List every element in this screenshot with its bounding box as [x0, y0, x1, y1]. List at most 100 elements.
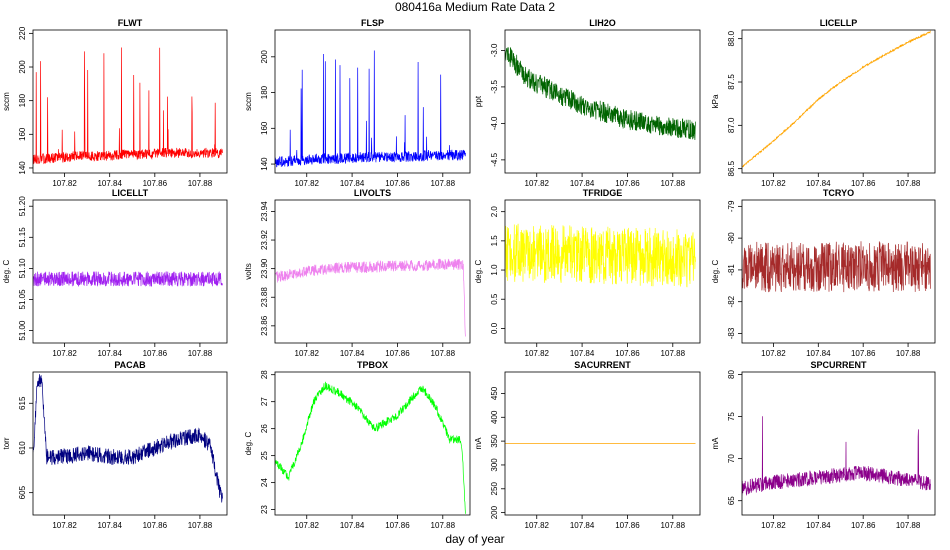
panel-title-spcurrent: SPCURRENT: [810, 360, 867, 370]
x-tick-label-spcurrent-3: 107.88: [896, 521, 921, 530]
series-line-flwt: [33, 47, 223, 165]
y-tick-label-flsp-3: 200: [260, 50, 269, 64]
x-tick-label-flsp-3: 107.88: [431, 179, 456, 188]
x-tick-label-tpbox-2: 107.86: [385, 521, 410, 530]
x-tick-label-pacab-0: 107.82: [52, 521, 77, 530]
x-tick-label-flsp-0: 107.82: [295, 179, 320, 188]
panel-pacab: PACAB torr 107.82 107.84 107.86 107.88 605 610 6…: [2, 360, 228, 530]
x-tick-label-tcryo-0: 107.82: [761, 349, 786, 358]
y-tick-label-spcurrent-1: 70: [727, 454, 736, 463]
x-tick-label-sacurrent-1: 107.84: [570, 521, 595, 530]
y-tick-label-pacab-1: 610: [18, 441, 27, 455]
x-tick-label-lih2o-3: 107.88: [661, 179, 686, 188]
panel-title-tpbox: TPBOX: [357, 360, 388, 370]
x-tick-label-lih2o-1: 107.84: [570, 179, 595, 188]
y-tick-label-spcurrent-3: 80: [727, 370, 736, 379]
x-tick-label-licellp-1: 107.84: [806, 179, 831, 188]
panel-tfridge: TFRIDGE deg. C 107.82 107.84 107.86 107.88 0.0…: [474, 188, 701, 358]
x-tick-label-sacurrent-0: 107.82: [525, 521, 550, 530]
x-tick-label-licellp-3: 107.88: [896, 179, 921, 188]
y-axis-label-flsp: sccm: [244, 92, 253, 111]
series-line-livolts: [275, 258, 466, 337]
x-tick-label-lih2o-2: 107.86: [615, 179, 640, 188]
y-tick-label-lih2o-1: -3.5: [490, 79, 499, 93]
y-axis-label-sacurrent: mA: [474, 437, 483, 450]
series-line-lih2o: [505, 46, 696, 141]
plot-frame-licellt: [32, 199, 228, 344]
x-tick-label-flsp-2: 107.86: [385, 179, 410, 188]
y-tick-label-tcryo-3: -82: [727, 295, 736, 307]
x-tick-label-spcurrent-0: 107.82: [761, 521, 786, 530]
y-tick-label-sacurrent-2: 300: [490, 458, 499, 472]
x-tick-label-tfridge-0: 107.82: [525, 349, 550, 358]
y-tick-label-flsp-2: 180: [260, 85, 269, 99]
y-tick-label-licellp-0: 86.5: [727, 160, 736, 176]
y-axis-label-lih2o: ppt: [474, 95, 483, 107]
plot-frame-spcurrent: [741, 371, 936, 516]
y-tick-label-licellp-2: 87.5: [727, 74, 736, 90]
y-tick-label-licellp-3: 88.0: [727, 30, 736, 46]
y-tick-label-tcryo-2: -81: [727, 264, 736, 276]
y-tick-label-spcurrent-2: 75: [727, 412, 736, 421]
y-tick-label-tfridge-3: 1.5: [490, 235, 499, 247]
y-tick-label-flwt-1: 160: [18, 127, 27, 141]
series-line-licellp: [742, 30, 931, 168]
y-axis-label-livolts: volts: [244, 263, 253, 279]
y-tick-label-pacab-0: 605: [18, 485, 27, 499]
y-axis-label-tcryo: deg. C: [711, 259, 720, 283]
y-tick-label-tfridge-2: 1.0: [490, 264, 499, 276]
y-tick-label-tfridge-4: 2.0: [490, 206, 499, 218]
panel-title-licellp: LICELLP: [820, 18, 858, 28]
figure-xlabel: day of year: [445, 532, 504, 546]
y-tick-label-flsp-0: 140: [260, 157, 269, 171]
x-tick-label-livolts-3: 107.88: [431, 349, 456, 358]
panel-tpbox: TPBOX deg. C 107.82 107.84 107.86 107.88 23 24 2…: [244, 360, 471, 530]
x-tick-label-licellp-2: 107.86: [851, 179, 876, 188]
y-tick-label-licellt-2: 51.10: [18, 258, 27, 279]
y-tick-label-tcryo-1: -80: [727, 232, 736, 244]
panel-flwt: FLWT sccm 107.82 107.84 107.86 107.88 140 160 18…: [2, 18, 228, 188]
chart-panels: FLWT sccm 107.82 107.84 107.86 107.88 140 160 18…: [2, 18, 936, 530]
y-axis-label-spcurrent: mA: [711, 437, 720, 450]
y-tick-label-licellt-1: 51.05: [18, 289, 27, 310]
y-tick-label-tcryo-0: -79: [727, 200, 736, 212]
x-tick-label-tcryo-1: 107.84: [806, 349, 831, 358]
y-tick-label-tfridge-0: 0.0: [490, 322, 499, 334]
y-tick-label-lih2o-3: -4.5: [490, 152, 499, 166]
plot-frame-lih2o: [504, 29, 701, 174]
x-tick-label-tfridge-1: 107.84: [570, 349, 595, 358]
x-tick-label-sacurrent-2: 107.86: [615, 521, 640, 530]
y-tick-label-sacurrent-5: 450: [490, 386, 499, 400]
plot-frame-tpbox: [274, 371, 471, 516]
y-tick-label-tpbox-5: 28: [260, 370, 269, 379]
plot-frame-tcryo: [741, 199, 936, 344]
y-tick-label-sacurrent-0: 200: [490, 505, 499, 519]
y-axis-label-pacab: torr: [2, 437, 11, 449]
y-tick-label-sacurrent-4: 400: [490, 410, 499, 424]
y-tick-label-licellt-3: 51.15: [18, 227, 27, 248]
y-tick-label-flsp-1: 160: [260, 121, 269, 135]
panel-title-livolts: LIVOLTS: [354, 188, 391, 198]
panel-title-flwt: FLWT: [118, 18, 143, 28]
y-axis-label-tfridge: deg. C: [474, 259, 483, 283]
y-tick-label-licellt-0: 51.00: [18, 320, 27, 341]
x-tick-label-spcurrent-2: 107.86: [851, 521, 876, 530]
x-tick-label-pacab-2: 107.86: [143, 521, 168, 530]
x-tick-label-pacab-1: 107.84: [97, 521, 122, 530]
y-tick-label-livolts-1: 23.88: [260, 287, 269, 308]
x-tick-label-tpbox-3: 107.88: [431, 521, 456, 530]
y-tick-label-tpbox-0: 23: [260, 505, 269, 514]
panel-spcurrent: SPCURRENT mA 107.82 107.84 107.86 107.88 65 70 7…: [711, 360, 936, 530]
plot-frame-licellp: [741, 29, 936, 174]
plot-frame-sacurrent: [504, 371, 701, 516]
x-tick-label-licellt-0: 107.82: [52, 349, 77, 358]
plot-frame-flwt: [32, 29, 228, 174]
series-line-flsp: [275, 50, 466, 168]
x-tick-label-flwt-0: 107.82: [52, 179, 77, 188]
series-line-pacab: [33, 374, 223, 503]
panel-title-sacurrent: SACURRENT: [574, 360, 631, 370]
series-line-tfridge: [505, 223, 696, 288]
y-tick-label-tcryo-4: -83: [727, 327, 736, 339]
series-line-spcurrent: [742, 416, 931, 496]
y-tick-label-flwt-2: 180: [18, 93, 27, 107]
